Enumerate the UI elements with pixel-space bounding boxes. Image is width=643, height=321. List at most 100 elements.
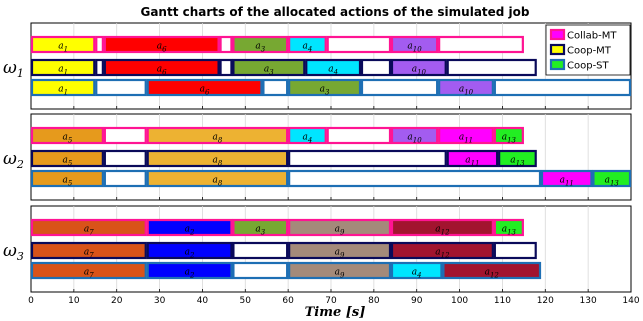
x-tick-label: 100: [451, 296, 468, 306]
idle-bar: [326, 35, 392, 54]
action-label: a6: [200, 85, 210, 97]
idle-bar: [288, 169, 542, 188]
x-tick-label: 80: [368, 296, 380, 306]
action-bar-a13: [498, 149, 537, 168]
action-bar-a8: [146, 126, 289, 145]
action-bar-a6: [103, 58, 220, 77]
action-bar-a7: [30, 261, 147, 280]
x-tick-label: 30: [154, 296, 166, 306]
action-label: a9: [335, 268, 345, 280]
action-label: a5: [63, 156, 73, 168]
action-bar-a10: [390, 35, 439, 54]
robot-label: ω3: [3, 241, 24, 263]
action-bar-a7: [30, 241, 147, 260]
action-label: a3: [255, 225, 265, 237]
idle-bar: [493, 241, 537, 260]
action-label: a7: [84, 225, 94, 237]
action-bar-a8: [146, 149, 289, 168]
action-bar-a11: [438, 126, 494, 145]
action-label: a6: [157, 65, 167, 77]
action-label: a8: [213, 133, 223, 145]
x-tick-label: 50: [240, 296, 252, 306]
gantt-row-collab-mt: a7 a2 a3 a9 a12 a13: [30, 218, 524, 237]
action-bar-a1: [30, 78, 96, 97]
action-bar-a10: [390, 126, 439, 145]
idle-bar: [360, 78, 439, 97]
legend: Collab-MT Coop-MT Coop-ST: [545, 24, 631, 76]
action-label: a9: [335, 225, 345, 237]
x-axis-label: Time [s]: [305, 305, 366, 320]
action-bar-a13: [493, 126, 524, 145]
action-bar-a4: [390, 261, 443, 280]
idle-bar: [232, 261, 289, 280]
action-bar-a4: [288, 35, 327, 54]
idle-bar: [326, 126, 392, 145]
action-label: a4: [303, 42, 313, 54]
idle-bar: [95, 58, 104, 77]
robot-label: ω1: [3, 58, 24, 80]
gantt-row-coop-st: a1 a6 a3 a10: [30, 78, 632, 97]
action-bar-a10: [438, 78, 494, 97]
action-bar-a3: [232, 58, 306, 77]
action-label: a1: [58, 42, 68, 54]
action-bar-a1: [30, 35, 96, 54]
x-tick-label: 20: [111, 296, 123, 306]
action-label: a3: [264, 65, 274, 77]
x-tick-label: 40: [197, 296, 209, 306]
action-bar-a3: [232, 35, 289, 54]
idle-bar: [219, 35, 233, 54]
x-tick-label: 90: [411, 296, 423, 306]
action-label: a3: [320, 85, 330, 97]
action-bar-a1: [30, 58, 96, 77]
idle-bar: [288, 149, 447, 168]
action-bar-a2: [146, 218, 233, 237]
gantt-row-collab-mt: a1 a6 a3 a4 a10: [30, 35, 524, 54]
idle-bar: [103, 126, 147, 145]
idle-bar: [219, 58, 233, 77]
action-label: a2: [185, 225, 195, 237]
action-bar-a12: [390, 218, 494, 237]
idle-bar: [446, 58, 537, 77]
idle-bar: [438, 35, 524, 54]
action-bar-a10: [390, 58, 447, 77]
idle-bar: [232, 241, 289, 260]
action-label: a4: [303, 133, 313, 145]
action-label: a6: [157, 42, 167, 54]
x-tick-label: 110: [494, 296, 511, 306]
legend-swatch: [549, 43, 566, 56]
action-bar-a6: [146, 78, 263, 97]
idle-bar: [262, 78, 289, 97]
action-label: a2: [185, 268, 195, 280]
gantt-row-coop-mt: a7 a2 a9 a12: [30, 241, 537, 260]
gantt-row-coop-mt: a5 a8 a11 a13: [30, 149, 537, 168]
action-label: a3: [255, 42, 265, 54]
legend-swatch: [549, 58, 566, 71]
action-bar-a6: [103, 35, 220, 54]
action-bar-a12: [390, 241, 494, 260]
action-label: a1: [58, 85, 68, 97]
x-tick-label: 70: [325, 296, 337, 306]
idle-bar: [95, 78, 147, 97]
idle-bar: [103, 169, 147, 188]
x-tick-label: 130: [580, 296, 597, 306]
x-tick-label: 140: [622, 296, 639, 306]
action-bar-a5: [30, 126, 104, 145]
action-label: a7: [84, 268, 94, 280]
idle-bar: [493, 78, 632, 97]
action-label: a7: [84, 248, 94, 260]
idle-bar: [103, 149, 147, 168]
legend-swatch: [549, 28, 566, 41]
action-bar-a5: [30, 169, 104, 188]
x-tick-label: 0: [28, 296, 34, 306]
gantt-row-coop-st: a5 a8 a11 a13: [30, 169, 632, 188]
action-bar-a4: [305, 58, 362, 77]
gantt-row-coop-st: a7 a2 a9 a4 a12: [30, 261, 542, 280]
legend-entry: Collab-MT: [567, 31, 617, 42]
action-label: a2: [185, 248, 195, 260]
action-bar-a2: [146, 261, 233, 280]
action-bar-a13: [592, 169, 632, 188]
